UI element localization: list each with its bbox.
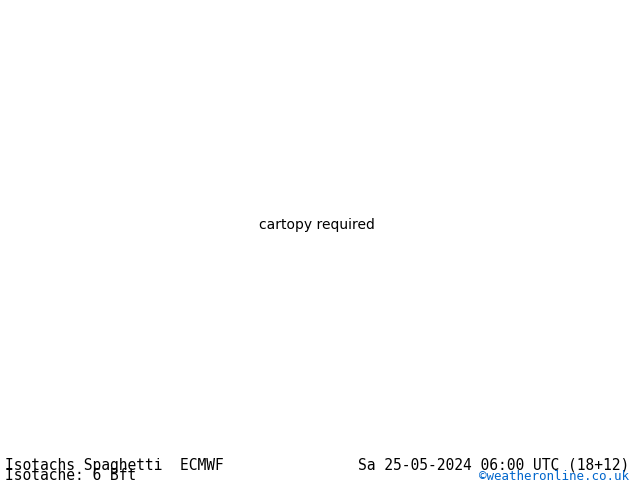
Text: Isotache: 6 Bft: Isotache: 6 Bft [5, 468, 136, 483]
Text: ©weatheronline.co.uk: ©weatheronline.co.uk [479, 470, 629, 483]
Text: Isotachs Spaghetti  ECMWF: Isotachs Spaghetti ECMWF [5, 458, 224, 473]
Text: Sa 25-05-2024 06:00 UTC (18+12): Sa 25-05-2024 06:00 UTC (18+12) [358, 458, 629, 473]
Text: cartopy required: cartopy required [259, 218, 375, 232]
